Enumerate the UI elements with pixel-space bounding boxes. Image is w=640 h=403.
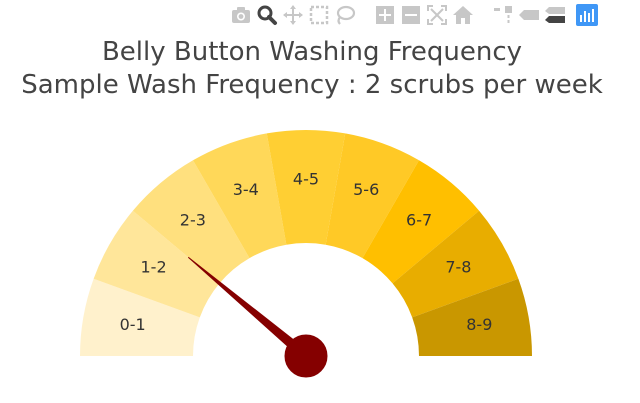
plotly-logo-icon[interactable] [576,4,598,26]
pan-icon[interactable] [282,4,304,26]
autoscale-icon[interactable] [426,4,448,26]
gauge-segment-3-4[interactable] [193,133,287,259]
hover-closest-icon[interactable] [518,4,540,26]
spike-lines-icon[interactable] [492,4,514,26]
gauge-segment-7-8[interactable] [392,210,519,318]
gauge-segment-label-1-2: 1-2 [141,258,167,277]
gauge-segment-label-4-5: 4-5 [293,170,319,189]
gauge-segment-4-5[interactable] [266,130,346,245]
gauge-segment-5-6[interactable] [325,133,419,259]
lasso-select-icon[interactable] [334,4,356,26]
gauge-segment-label-2-3: 2-3 [180,211,206,230]
hover-compare-icon[interactable] [544,4,566,26]
zoom-in-icon[interactable] [374,4,396,26]
gauge-segment-label-5-6: 5-6 [353,180,379,199]
chart-title-line-1: Belly Button Washing Frequency [101,37,523,67]
gauge-needle-hub[interactable] [284,334,328,378]
gauge-segment-2-3[interactable] [132,160,250,284]
gauge-segment-label-0-1: 0-1 [120,315,146,334]
gauge-segment-label-7-8: 7-8 [445,258,471,277]
zoom-icon[interactable] [256,4,278,26]
camera-icon[interactable] [230,4,252,26]
chart-title-line-2: Sample Wash Frequency : 2 scrubs per wee… [21,70,603,100]
gauge-segment-1-2[interactable] [93,210,220,318]
chart-title: Belly Button Washing Frequency Sample Wa… [0,36,624,102]
gauge-segment-0-1[interactable] [80,278,200,356]
gauge-segment-8-9[interactable] [412,278,532,356]
gauge-segment-label-6-7: 6-7 [406,211,432,230]
box-select-icon[interactable] [308,4,330,26]
gauge-segment-6-7[interactable] [362,160,480,284]
gauge-segment-label-8-9: 8-9 [466,315,492,334]
reset-axes-icon[interactable] [452,4,474,26]
gauge-segment-label-3-4: 3-4 [233,180,259,199]
modebar [230,2,602,28]
zoom-out-icon[interactable] [400,4,422,26]
